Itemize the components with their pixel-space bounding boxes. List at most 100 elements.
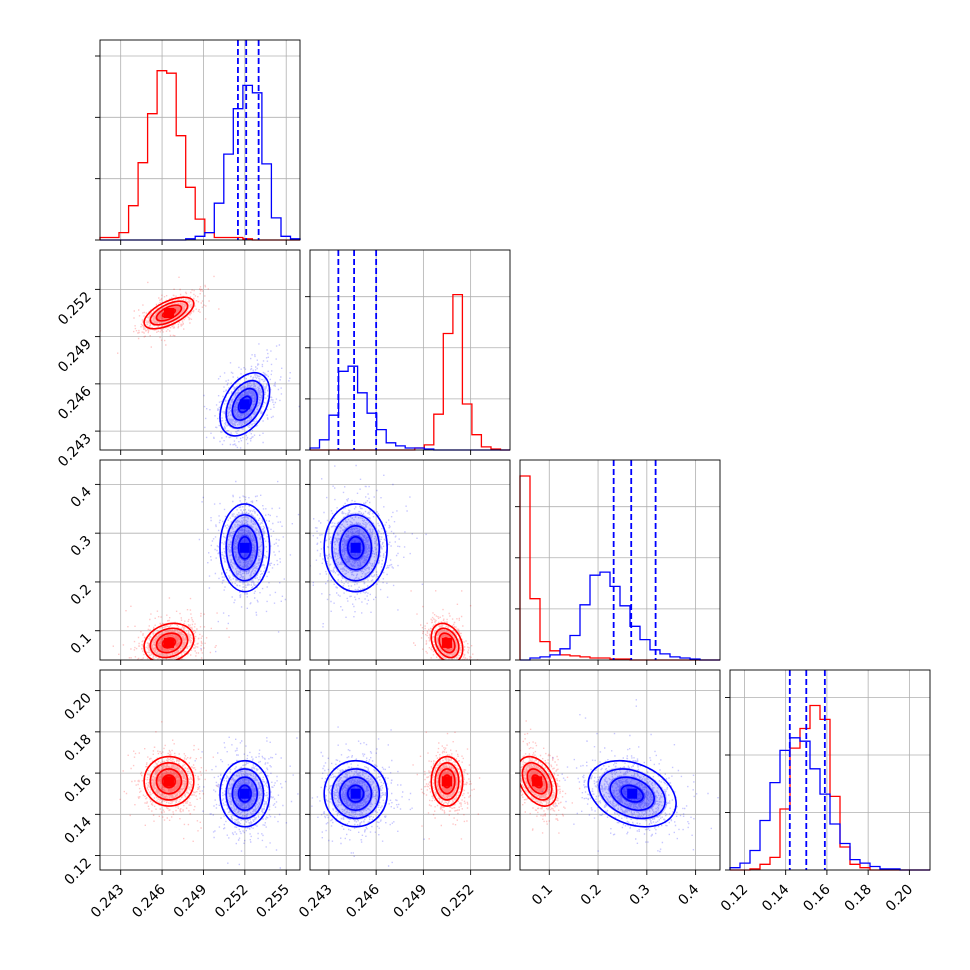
x-tick-label: 0.18 <box>842 882 875 915</box>
y-tick-label: 0.12 <box>61 855 94 888</box>
contour-line <box>339 525 373 571</box>
contour-line <box>161 308 176 318</box>
x-tick-label: 0.243 <box>296 882 336 922</box>
contour-line <box>346 536 365 560</box>
contour-line <box>237 536 252 560</box>
x-tick-label: 0.252 <box>212 882 252 922</box>
contour-line <box>331 514 381 582</box>
contour-line <box>155 304 183 322</box>
series-blue-cloud <box>311 726 425 867</box>
series-blue-cloud <box>194 736 299 869</box>
contour-line <box>143 755 195 807</box>
x-tick-label: 0.16 <box>800 881 833 914</box>
series-red-cloud <box>119 721 233 842</box>
y-tick-label: 0.16 <box>61 773 94 806</box>
density-peak <box>163 307 174 318</box>
x-tick-label: 0.252 <box>438 882 478 922</box>
contour-line <box>231 776 259 812</box>
contour-line <box>219 759 271 828</box>
histogram-blue <box>100 84 301 241</box>
contour-line <box>346 784 365 803</box>
y-tick-label: 0.243 <box>55 431 95 471</box>
contour-line <box>620 784 644 803</box>
panel-frame <box>309 249 511 451</box>
contour-line <box>339 776 373 812</box>
contour-line <box>587 759 677 828</box>
y-tick-label: 0.1 <box>68 630 95 657</box>
histogram-red <box>310 293 510 451</box>
contour-line <box>520 755 558 807</box>
series-blue-cloud <box>541 699 719 853</box>
contour-line <box>149 627 189 659</box>
scatter-points <box>311 726 425 867</box>
y-tick-label: 0.20 <box>61 690 94 723</box>
contour-line <box>598 768 666 820</box>
density-peak <box>627 788 638 799</box>
x-tick-label: 0.12 <box>718 882 751 915</box>
density-peak <box>442 637 453 648</box>
series-red-cloud <box>410 590 479 660</box>
series-red-cloud <box>112 597 230 660</box>
panel-content <box>311 726 481 867</box>
y-tick-label: 0.246 <box>55 383 95 423</box>
y-tick-label: 0.14 <box>61 814 94 847</box>
histogram-red <box>519 475 720 661</box>
histogram-blue <box>729 737 930 871</box>
scatter-points <box>203 343 300 450</box>
density-peak <box>532 776 543 787</box>
histogram-blue <box>520 571 720 661</box>
series-red-cloud <box>520 720 581 834</box>
density-peak <box>239 788 250 799</box>
density-peak <box>350 542 361 553</box>
contour-line <box>237 395 252 414</box>
x-tick-label: 0.246 <box>129 881 169 921</box>
contour-line <box>434 627 460 659</box>
contour-line <box>521 761 553 801</box>
contour-line <box>331 768 381 820</box>
panel-content <box>520 699 719 853</box>
series-blue-cloud <box>203 343 300 450</box>
panel-frame <box>519 669 721 871</box>
contour-line <box>323 759 388 828</box>
hist-panel-2 <box>515 459 721 665</box>
x-tick-label: 0.243 <box>88 882 128 922</box>
density-peak <box>350 788 361 799</box>
scatter-points <box>194 736 299 869</box>
x-tick-label: 0.249 <box>391 882 431 922</box>
x-tick-label: 0.3 <box>627 882 654 909</box>
scatter-points <box>310 464 427 628</box>
contour-line <box>231 387 259 421</box>
panel-3-0: 0.243 0.246 0.249 0.252 0.255 0.12 0.14 0.16 0.1… <box>61 669 301 922</box>
density-peak <box>163 637 174 648</box>
density-peak <box>239 399 250 410</box>
hist-panel-3: 0.12 0.14 0.16 0.18 0.20 <box>718 669 931 915</box>
panel-frame <box>99 39 301 241</box>
y-tick-label: 0.18 <box>61 731 94 764</box>
histogram-blue <box>309 365 510 451</box>
panel-1-0: 0.243 0.246 0.249 0.252 <box>55 249 301 471</box>
contour-line <box>434 761 460 801</box>
panel-frame <box>309 459 511 661</box>
y-tick-label: 0.249 <box>55 336 95 376</box>
contour-line <box>438 768 456 795</box>
panel-frame <box>99 459 301 661</box>
contour-line <box>155 632 183 654</box>
panel-3-2: 0.1 0.2 0.3 0.4 <box>515 669 721 909</box>
panel-frame <box>729 669 931 871</box>
contour-line <box>225 514 265 582</box>
panel-content <box>112 480 300 660</box>
contour-line <box>219 372 271 437</box>
contour-line <box>225 768 265 820</box>
contour-line <box>143 622 195 660</box>
series-blue-cloud <box>198 480 300 653</box>
panel-2-1 <box>305 459 511 665</box>
histogram-red <box>99 70 300 241</box>
contour-line <box>161 637 176 649</box>
scatter-points <box>520 720 581 834</box>
contour-line <box>323 503 388 593</box>
x-tick-label: 0.249 <box>171 882 211 922</box>
contour-line <box>430 755 464 807</box>
contour-line <box>237 784 252 803</box>
density-peak <box>163 776 174 787</box>
